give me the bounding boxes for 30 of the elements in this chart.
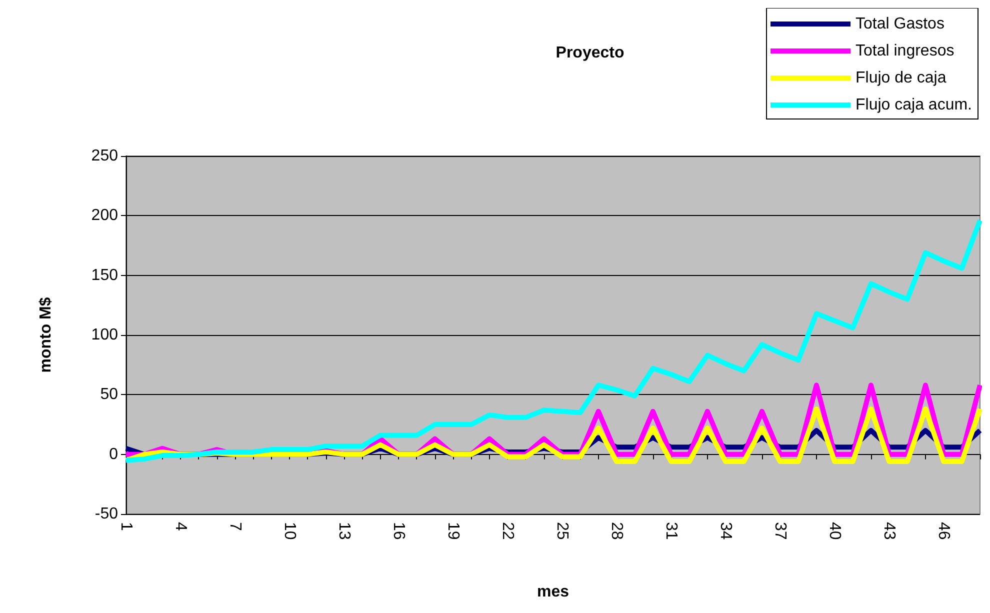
y-tick-label: 200	[91, 207, 118, 224]
x-tick-label: 19	[444, 522, 462, 540]
y-tick-label: -50	[94, 506, 118, 522]
x-axis-title: mes	[536, 584, 570, 600]
y-tick-label: 50	[100, 386, 118, 404]
x-tick-label: 1	[118, 522, 134, 531]
x-tick-label: 10	[281, 522, 298, 540]
x-tick-label: 37	[772, 522, 789, 540]
y-axis-title: monto M$	[38, 297, 54, 373]
x-tick-label: 34	[717, 522, 734, 540]
legend-label: Flujo caja acum.	[856, 96, 972, 114]
x-tick-label: 22	[499, 522, 516, 540]
y-tick-label: 250	[91, 148, 118, 164]
legend-label: Flujo de caja	[856, 70, 946, 86]
chart-title: Proyecto	[556, 44, 624, 62]
x-tick-label: 16	[390, 522, 408, 540]
x-tick-label: 40	[826, 522, 844, 540]
y-tick-label: 100	[91, 326, 118, 344]
x-tick-label: 43	[880, 522, 898, 540]
legend-label: Total Gastos	[856, 16, 944, 32]
x-tick-label: 25	[554, 522, 571, 540]
x-tick-label: 4	[172, 522, 190, 531]
x-tick-label: 31	[662, 522, 680, 540]
y-tick-label: 0	[109, 446, 118, 463]
x-tick-label: 7	[226, 522, 244, 531]
y-tick-label: 150	[91, 266, 118, 284]
x-tick-label: 28	[608, 522, 626, 540]
x-tick-label: 13	[336, 522, 353, 540]
x-tick-label: 46	[935, 522, 952, 540]
legend-label: Total ingresos	[856, 42, 954, 60]
